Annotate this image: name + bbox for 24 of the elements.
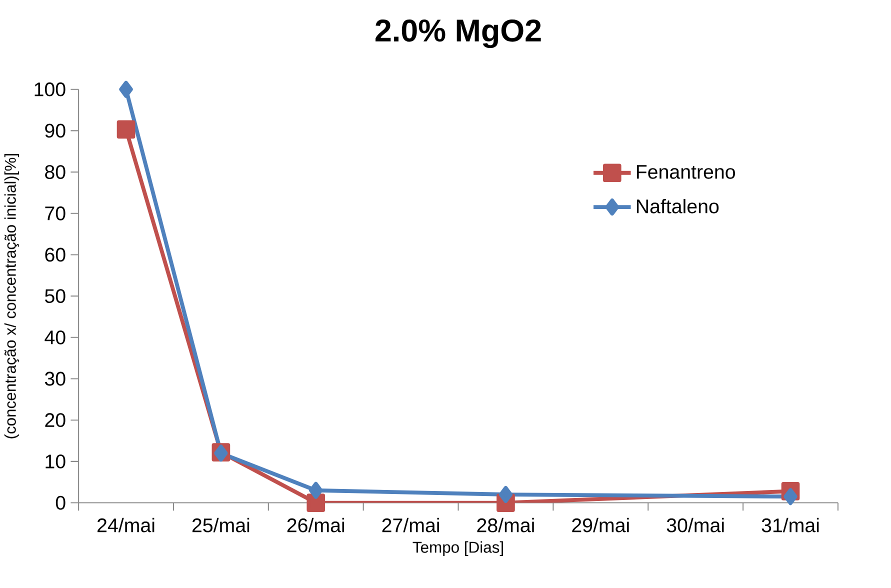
x-tick-label: 31/mai	[762, 518, 819, 532]
y-tick-label: 90	[45, 124, 66, 138]
x-tick-label: 27/mai	[382, 518, 439, 532]
x-axis-title: Tempo [Dias]	[412, 541, 503, 556]
y-tick-label: 70	[45, 206, 66, 220]
y-tick-label: 80	[45, 164, 66, 179]
y-tick-label: 30	[44, 372, 66, 386]
y-tick-label: 20	[45, 413, 66, 427]
x-tick-label: 29/mai	[572, 518, 629, 532]
x-tick-label: 24/mai	[98, 518, 154, 532]
x-tick-label: 26/mai	[287, 518, 344, 532]
y-tick-label: 0	[56, 496, 66, 510]
chart-title: 2.0% MgO2	[376, 19, 541, 48]
y-tick-label: 50	[45, 289, 66, 303]
y-tick-label: 10	[46, 454, 66, 468]
y-tick-label: 40	[44, 330, 66, 344]
y-tick-label: 100	[34, 82, 66, 96]
legend-label: Naftaleno	[636, 198, 719, 214]
legend-label: Fenantreno	[636, 165, 735, 179]
y-tick-label: 60	[45, 248, 66, 262]
x-tick-label: 25/mai	[192, 518, 250, 532]
x-tick-label: 30/mai	[666, 518, 724, 532]
x-tick-label: 28/mai	[477, 518, 534, 532]
y-axis-title: (concentração x/ concentração inicial)[%]	[4, 154, 20, 438]
